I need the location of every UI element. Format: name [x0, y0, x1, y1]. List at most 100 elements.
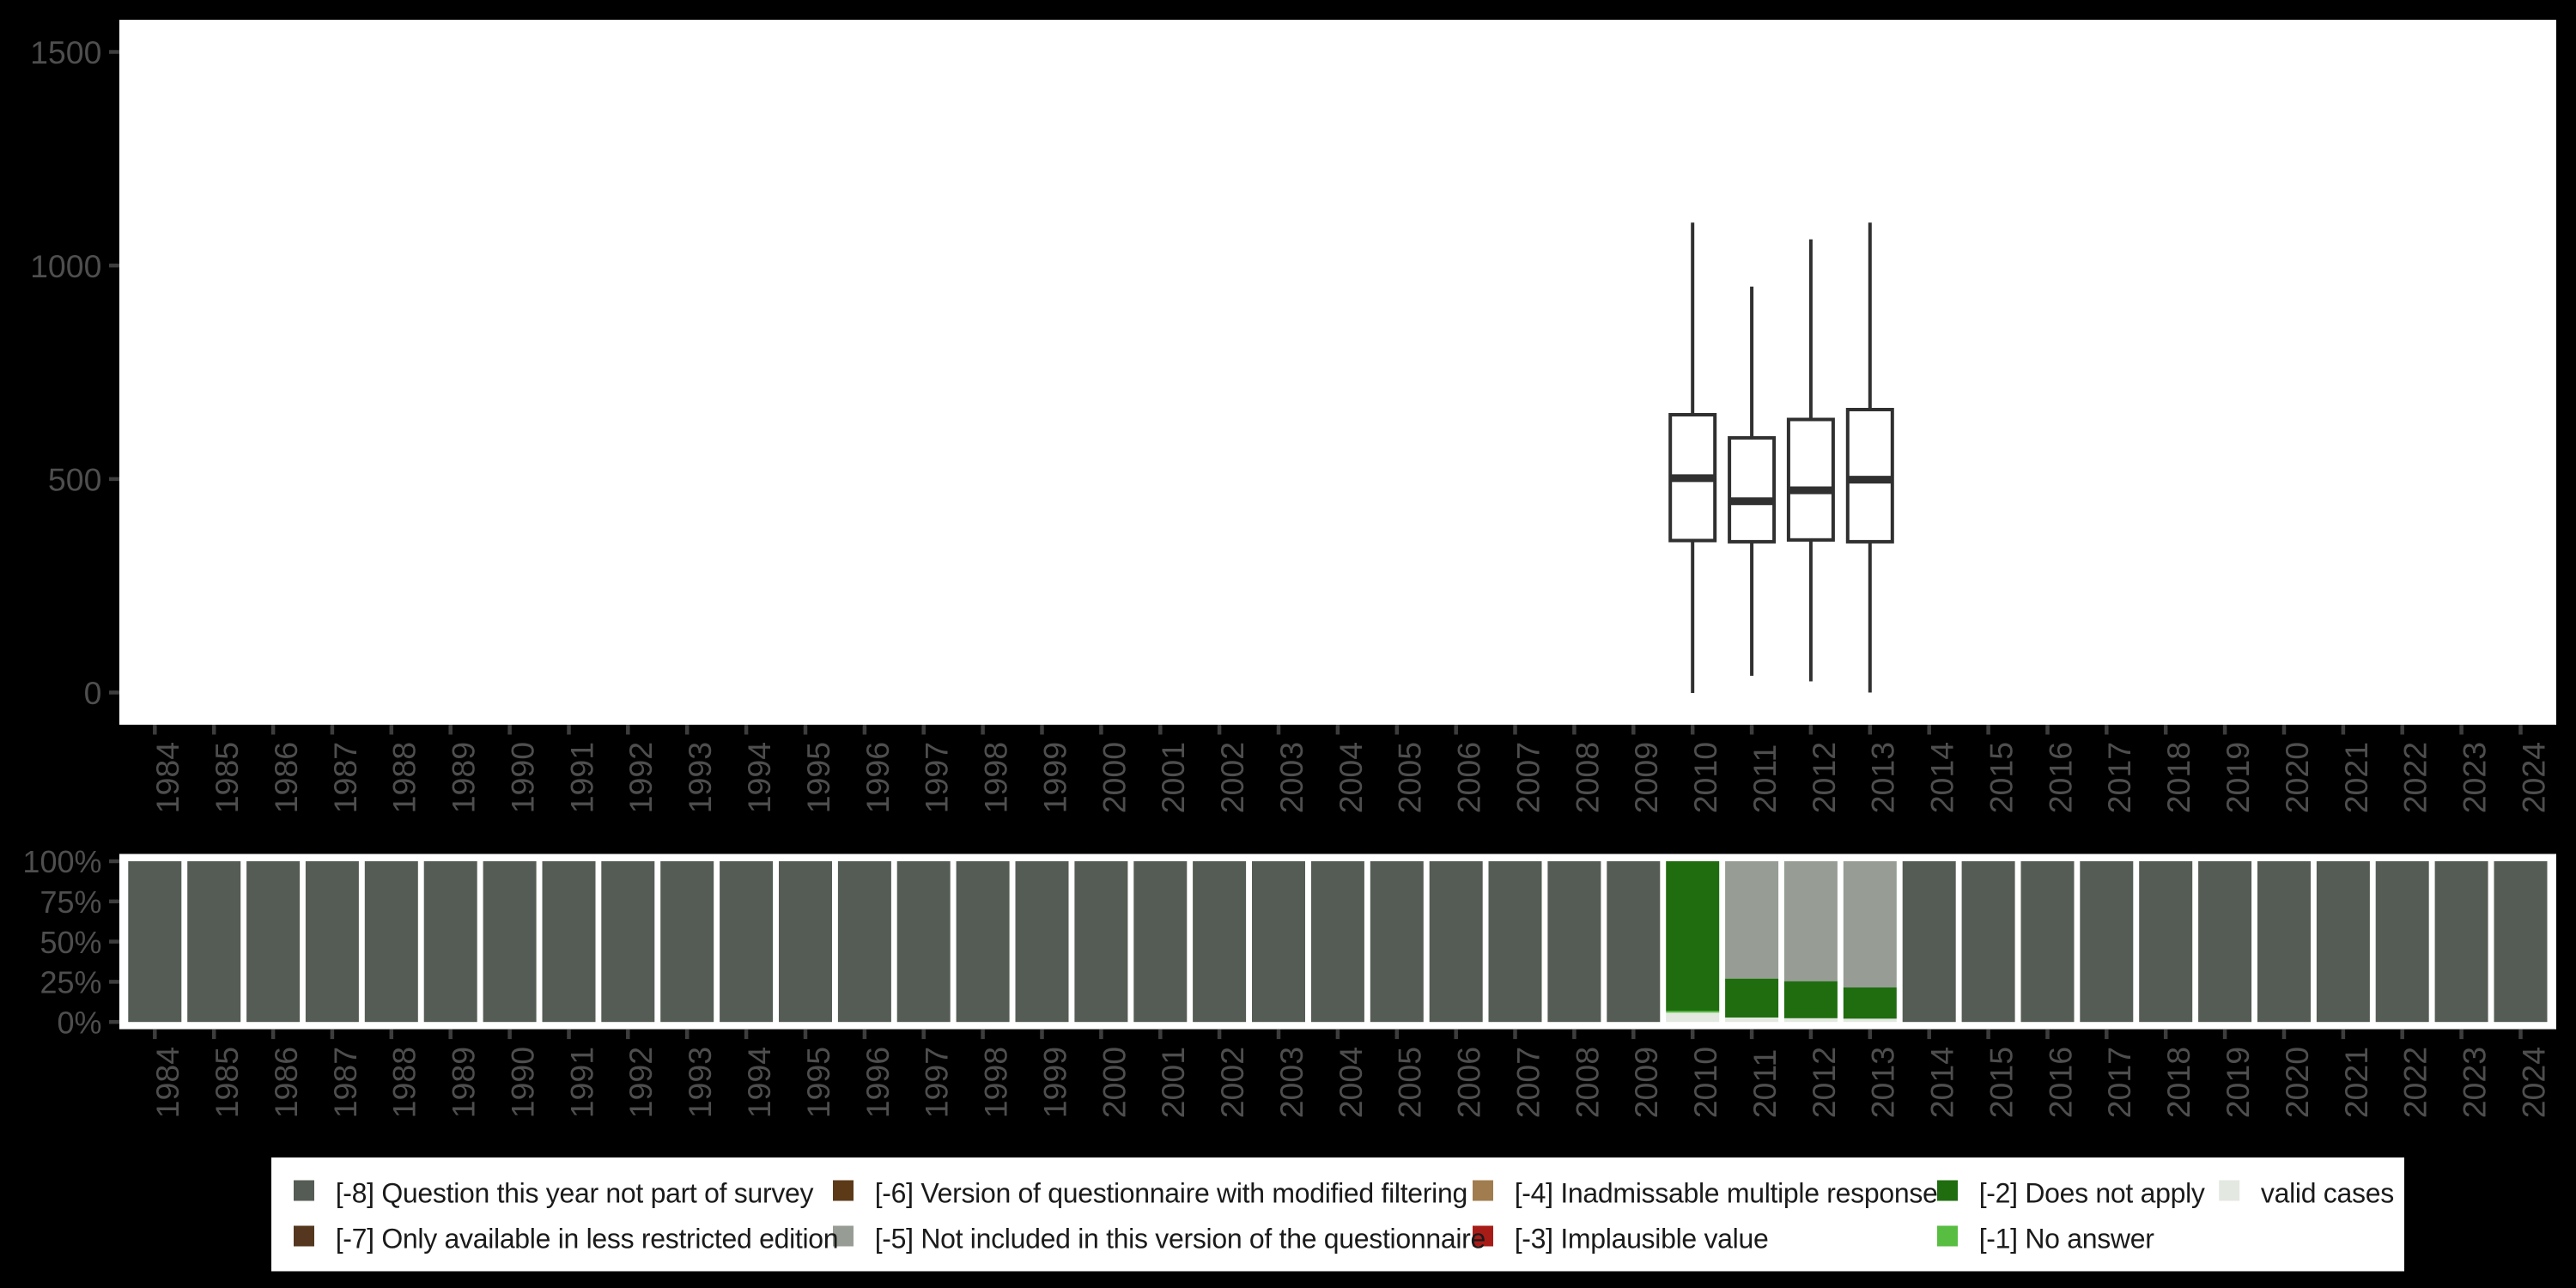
- svg-text:2016: 2016: [2042, 1047, 2078, 1118]
- svg-text:2010: 2010: [1687, 1047, 1723, 1118]
- svg-text:2015: 2015: [1984, 1047, 2020, 1118]
- svg-text:1994: 1994: [741, 1047, 777, 1118]
- svg-text:1988: 1988: [386, 742, 422, 813]
- svg-text:500: 500: [48, 462, 102, 498]
- svg-text:1991: 1991: [563, 742, 599, 813]
- svg-text:[-4] Inadmissable multiple res: [-4] Inadmissable multiple response: [1515, 1178, 1938, 1209]
- svg-text:2002: 2002: [1214, 742, 1250, 813]
- svg-text:2003: 2003: [1273, 742, 1309, 813]
- svg-text:1993: 1993: [682, 742, 718, 813]
- svg-text:2012: 2012: [1806, 742, 1842, 813]
- svg-text:2000: 2000: [1096, 1047, 1132, 1118]
- svg-text:[-5] Not included in this vers: [-5] Not included in this version of the…: [875, 1224, 1485, 1255]
- svg-text:1992: 1992: [623, 742, 659, 813]
- svg-text:2012: 2012: [1806, 1047, 1842, 1118]
- svg-text:1992: 1992: [623, 1047, 659, 1118]
- svg-text:1985: 1985: [209, 1047, 245, 1118]
- svg-text:1996: 1996: [860, 742, 896, 813]
- svg-text:1984: 1984: [149, 1047, 185, 1118]
- svg-text:2024: 2024: [2515, 742, 2551, 813]
- svg-text:2013: 2013: [1865, 1047, 1901, 1118]
- svg-text:2000: 2000: [1096, 742, 1132, 813]
- svg-text:2005: 2005: [1392, 1047, 1428, 1118]
- svg-text:1986: 1986: [268, 1047, 304, 1118]
- svg-text:1999: 1999: [1036, 742, 1072, 813]
- svg-text:2015: 2015: [1984, 742, 2020, 813]
- svg-text:1990: 1990: [505, 742, 541, 813]
- svg-text:1989: 1989: [446, 1047, 482, 1118]
- svg-text:0%: 0%: [57, 1005, 101, 1040]
- svg-text:0: 0: [84, 675, 102, 711]
- svg-text:2022: 2022: [2397, 1047, 2433, 1118]
- svg-text:2002: 2002: [1214, 1047, 1250, 1118]
- svg-text:1999: 1999: [1036, 1047, 1072, 1118]
- svg-text:75%: 75%: [39, 884, 101, 920]
- svg-text:1985: 1985: [209, 742, 245, 813]
- svg-text:[-7] Only available in less re: [-7] Only available in less restricted e…: [336, 1224, 839, 1255]
- svg-text:2009: 2009: [1628, 742, 1664, 813]
- svg-text:[-2] Does not apply: [-2] Does not apply: [1979, 1178, 2205, 1209]
- svg-text:1995: 1995: [800, 742, 836, 813]
- svg-text:[-1] No answer: [-1] No answer: [1979, 1224, 2155, 1255]
- svg-text:2018: 2018: [2160, 742, 2196, 813]
- svg-text:[-8] Question this year not pa: [-8] Question this year not part of surv…: [336, 1178, 814, 1209]
- svg-text:2022: 2022: [2397, 742, 2433, 813]
- svg-text:2014: 2014: [1924, 1047, 1960, 1118]
- svg-text:valid cases: valid cases: [2261, 1178, 2394, 1209]
- svg-text:2004: 2004: [1333, 742, 1369, 813]
- svg-text:1997: 1997: [919, 742, 955, 813]
- svg-text:1500: 1500: [30, 34, 101, 70]
- svg-text:2005: 2005: [1392, 742, 1428, 813]
- svg-text:1984: 1984: [149, 742, 185, 813]
- svg-text:1993: 1993: [682, 1047, 718, 1118]
- svg-text:2021: 2021: [2338, 1047, 2374, 1118]
- svg-text:1000: 1000: [30, 248, 101, 284]
- svg-text:25%: 25%: [39, 965, 101, 1000]
- svg-text:[-6] Version of questionnaire: [-6] Version of questionnaire with modif…: [875, 1178, 1467, 1209]
- svg-text:1996: 1996: [860, 1047, 896, 1118]
- svg-text:2010: 2010: [1687, 742, 1723, 813]
- svg-text:2003: 2003: [1273, 1047, 1309, 1118]
- svg-text:2021: 2021: [2338, 742, 2374, 813]
- svg-text:2011: 2011: [1747, 744, 1783, 814]
- svg-text:2016: 2016: [2042, 742, 2078, 813]
- svg-text:1997: 1997: [919, 1047, 955, 1118]
- svg-text:2008: 2008: [1569, 742, 1605, 813]
- svg-text:2017: 2017: [2101, 1047, 2137, 1118]
- svg-text:2001: 2001: [1155, 742, 1191, 813]
- svg-text:2024: 2024: [2515, 1047, 2551, 1118]
- svg-text:1991: 1991: [563, 1047, 599, 1118]
- svg-text:2023: 2023: [2457, 742, 2493, 813]
- svg-text:1989: 1989: [446, 742, 482, 813]
- svg-text:2009: 2009: [1628, 1047, 1664, 1118]
- svg-text:2008: 2008: [1569, 1047, 1605, 1118]
- svg-text:1998: 1998: [978, 1047, 1014, 1118]
- svg-text:2007: 2007: [1510, 742, 1546, 813]
- svg-text:2006: 2006: [1451, 1047, 1487, 1118]
- svg-text:2020: 2020: [2279, 1047, 2315, 1118]
- svg-text:1994: 1994: [741, 742, 777, 813]
- svg-text:2019: 2019: [2220, 1047, 2256, 1118]
- svg-text:2018: 2018: [2160, 1047, 2196, 1118]
- svg-text:2004: 2004: [1333, 1047, 1369, 1118]
- svg-text:1990: 1990: [505, 1047, 541, 1118]
- svg-text:[-3] Implausible value: [-3] Implausible value: [1515, 1224, 1769, 1255]
- svg-text:2023: 2023: [2457, 1047, 2493, 1118]
- svg-text:1986: 1986: [268, 742, 304, 813]
- svg-text:2006: 2006: [1451, 742, 1487, 813]
- svg-text:2011: 2011: [1747, 1049, 1783, 1119]
- svg-text:2019: 2019: [2220, 742, 2256, 813]
- svg-text:1998: 1998: [978, 742, 1014, 813]
- svg-text:50%: 50%: [39, 925, 101, 960]
- svg-text:1987: 1987: [327, 742, 363, 813]
- svg-text:2014: 2014: [1924, 742, 1960, 813]
- svg-text:2013: 2013: [1865, 742, 1901, 813]
- svg-text:1987: 1987: [327, 1047, 363, 1118]
- svg-text:2020: 2020: [2279, 742, 2315, 813]
- svg-text:1995: 1995: [800, 1047, 836, 1118]
- svg-text:2001: 2001: [1155, 1047, 1191, 1118]
- svg-text:2017: 2017: [2101, 742, 2137, 813]
- svg-text:1988: 1988: [386, 1047, 422, 1118]
- svg-text:2007: 2007: [1510, 1047, 1546, 1118]
- svg-text:100%: 100%: [22, 844, 101, 879]
